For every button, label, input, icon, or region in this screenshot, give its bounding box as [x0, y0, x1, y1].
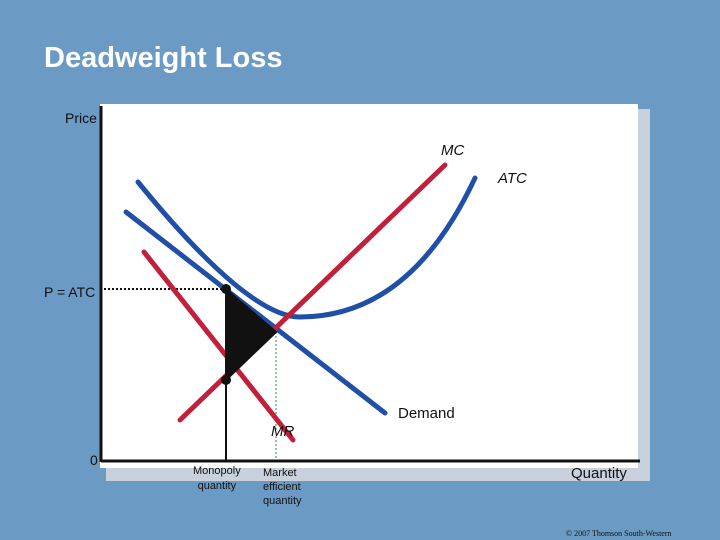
efficient-quantity-line2: efficient	[263, 481, 301, 493]
atc-label: ATC	[498, 170, 527, 187]
mr-mc-intersection-point	[221, 375, 231, 385]
monopoly-quantity-line1: Monopoly	[193, 465, 241, 477]
efficient-quantity-line1: Market	[263, 467, 297, 479]
y-axis-label: Price	[65, 110, 97, 126]
monopoly-quantity-line2: quantity	[197, 480, 237, 492]
efficient-quantity-label: Market efficient quantity	[263, 466, 302, 508]
mc-label: MC	[441, 142, 465, 159]
copyright-text: © 2007 Thomson South-Western	[566, 529, 672, 538]
atc-curve	[135, 175, 478, 320]
deadweight-loss-triangle	[225, 286, 278, 383]
mr-curve	[141, 249, 296, 443]
monopoly-price-point	[221, 284, 231, 294]
monopoly-quantity-label: Monopoly quantity	[193, 464, 241, 494]
mc-curve	[177, 162, 448, 423]
slide-title: Deadweight Loss	[44, 42, 283, 74]
origin-label: 0	[90, 452, 98, 468]
efficient-quantity-line3: quantity	[263, 495, 302, 507]
demand-label: Demand	[398, 405, 455, 422]
mr-label: MR	[271, 423, 295, 440]
demand-curve	[123, 209, 388, 416]
price-atc-label: P = ATC	[44, 284, 96, 300]
x-axis-label: Quantity	[571, 465, 627, 482]
